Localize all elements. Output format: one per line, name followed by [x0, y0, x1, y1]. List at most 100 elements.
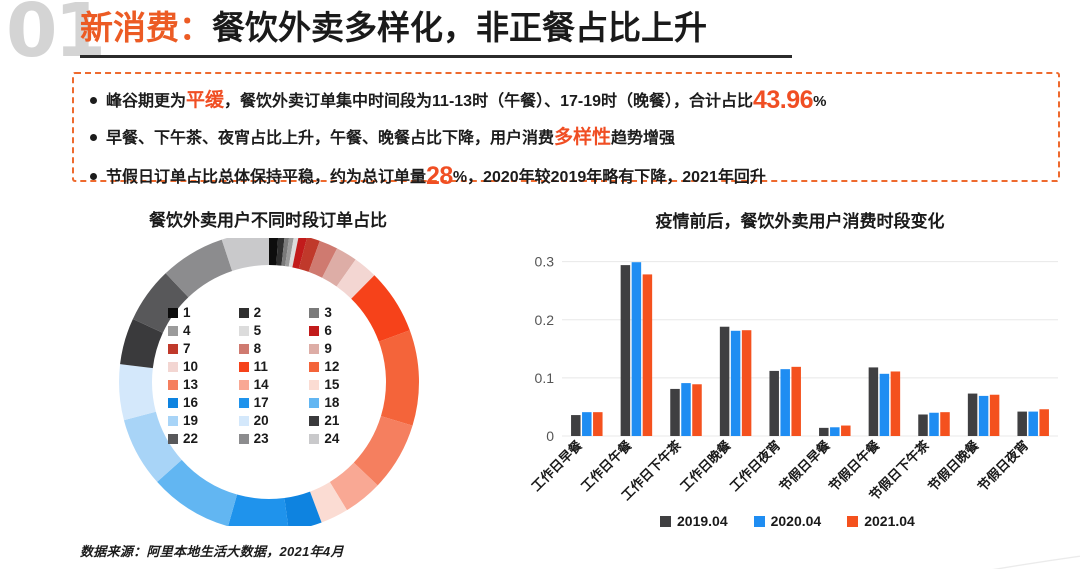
bar	[593, 412, 603, 436]
x-axis-category-label: 节假日晚餐	[925, 437, 982, 494]
bar-chart-title: 疫情前后，餐饮外卖用户消费时段变化	[655, 212, 945, 231]
donut-legend-item[interactable]: 17	[238, 396, 306, 409]
donut-legend-label: 18	[324, 395, 340, 410]
donut-legend-label: 24	[324, 431, 340, 446]
legend-swatch-icon	[309, 379, 320, 390]
bullet-dot-icon	[90, 97, 97, 104]
y-axis-tick-label: 0	[546, 428, 554, 444]
y-axis-tick-label: 0.2	[535, 312, 555, 328]
bar	[642, 274, 653, 436]
donut-legend-item[interactable]: 10	[168, 360, 235, 373]
donut-legend-item[interactable]: 3	[309, 306, 376, 319]
y-axis-tick-label: 0.3	[535, 254, 555, 270]
bar	[741, 330, 752, 436]
bar-legend-item[interactable]: 2021.04	[847, 513, 915, 529]
donut-legend-item[interactable]: 7	[168, 342, 235, 355]
donut-legend-item[interactable]: 20	[238, 414, 306, 427]
donut-segment	[308, 240, 338, 278]
legend-swatch-icon	[309, 433, 320, 444]
donut-legend-item[interactable]: 19	[168, 414, 235, 427]
bullet-text-segment: 28	[426, 162, 453, 190]
bullet-text-segment: 平缓	[186, 90, 225, 111]
donut-segment	[284, 491, 322, 526]
page-title-highlight: 新消费：	[80, 9, 212, 46]
bar	[890, 371, 901, 436]
donut-chart: 1 2 3 4 5 6 7 8 9 10 11 12 13 14 15 16 17 18 19 20 21 22 23 24	[108, 238, 430, 526]
bar	[692, 384, 702, 436]
donut-legend-item[interactable]: 2	[238, 306, 306, 319]
key-findings-box: 峰谷期更为平缓，餐饮外卖订单集中时间段为11-13时（午餐）、17-19时（晚餐…	[72, 72, 1060, 189]
bar-legend-label: 2020.04	[770, 513, 822, 529]
donut-chart-title: 餐饮外卖用户不同时段订单占比	[149, 211, 387, 230]
donut-segment	[157, 459, 238, 526]
x-axis-category-label: 工作日夜宵	[727, 438, 784, 495]
donut-legend-label: 6	[324, 323, 332, 338]
bullet-item: 峰谷期更为平缓，餐饮外卖订单集中时间段为11-13时（午餐）、17-19时（晚餐…	[90, 88, 827, 113]
donut-segment	[276, 238, 285, 266]
x-axis-category-label: 节假日早餐	[776, 437, 833, 494]
legend-swatch-icon	[168, 433, 178, 444]
bar-legend-item[interactable]: 2019.04	[660, 513, 728, 529]
legend-swatch-icon	[238, 343, 249, 354]
legend-swatch-icon	[309, 325, 320, 336]
page-title: 新消费：餐饮外卖多样化，非正餐占比上升	[80, 8, 707, 48]
donut-legend-item[interactable]: 16	[168, 396, 235, 409]
bar	[631, 262, 642, 436]
donut-legend-item[interactable]: 9	[309, 342, 376, 355]
bar	[670, 388, 680, 436]
donut-legend-item[interactable]: 23	[238, 432, 306, 445]
donut-legend-item[interactable]: 6	[309, 324, 376, 337]
donut-legend-item[interactable]: 13	[168, 378, 235, 391]
bar	[868, 367, 879, 436]
x-axis-category-label: 工作日早餐	[528, 437, 585, 494]
legend-swatch-icon	[238, 433, 249, 444]
donut-legend-item[interactable]: 4	[168, 324, 235, 337]
donut-segment	[269, 238, 279, 266]
donut-legend-item[interactable]: 12	[309, 360, 376, 373]
bar	[929, 412, 939, 436]
legend-swatch-icon	[168, 379, 178, 390]
bullet-text-segment: 趋势增强	[611, 130, 676, 147]
donut-legend-label: 21	[324, 413, 340, 428]
bullet-text-segment: ，餐饮外卖订单集中时间段为11-13时（午餐）、17-19时（晚餐），合计占比	[224, 93, 753, 110]
donut-legend-item[interactable]: 1	[168, 306, 235, 319]
bar	[879, 373, 890, 436]
donut-legend-item[interactable]: 22	[168, 432, 235, 445]
bar	[940, 412, 950, 436]
bar	[819, 427, 829, 436]
x-axis-category-label: 节假日夜宵	[975, 438, 1032, 495]
bar-chart-svg: 00.10.20.3工作日早餐工作日午餐工作日下午茶工作日晚餐工作日夜宵节假日早…	[528, 254, 1058, 503]
bar	[1039, 409, 1049, 436]
bar	[780, 369, 790, 436]
legend-swatch-icon	[168, 415, 178, 426]
donut-segment	[329, 462, 378, 511]
donut-legend-item[interactable]: 14	[238, 378, 306, 391]
donut-legend-label: 15	[324, 377, 340, 392]
legend-swatch-icon	[168, 343, 178, 354]
donut-legend-item[interactable]: 18	[309, 396, 376, 409]
bar	[978, 395, 989, 436]
donut-legend-item[interactable]: 11	[238, 359, 306, 374]
donut-segment	[322, 248, 356, 287]
donut-legend-item[interactable]: 24	[309, 432, 376, 445]
bar	[841, 425, 851, 436]
bar	[1028, 411, 1038, 436]
donut-legend-item[interactable]: 21	[309, 414, 376, 427]
donut-legend-item[interactable]: 8	[238, 342, 306, 355]
bar-chart-legend: 2019.04 2020.04 2021.04	[660, 513, 915, 529]
bar	[989, 394, 1000, 436]
legend-swatch-icon	[309, 415, 320, 426]
donut-legend-label: 11	[253, 359, 268, 374]
bullet-text-segment: 多样性	[554, 127, 612, 148]
donut-segment	[118, 364, 156, 421]
bar	[769, 370, 779, 436]
slide-header: 01 新消费：餐饮外卖多样化，非正餐占比上升	[0, 0, 1080, 68]
donut-legend-item[interactable]: 15	[309, 378, 376, 391]
bar-legend-item[interactable]: 2020.04	[753, 513, 822, 529]
legend-swatch-icon	[238, 361, 249, 372]
legend-swatch-icon	[309, 397, 320, 408]
bullet-text-segment: %	[813, 93, 827, 110]
donut-legend-item[interactable]: 5	[238, 324, 306, 337]
legend-swatch-icon	[238, 415, 249, 426]
donut-legend-label: 16	[183, 395, 199, 410]
